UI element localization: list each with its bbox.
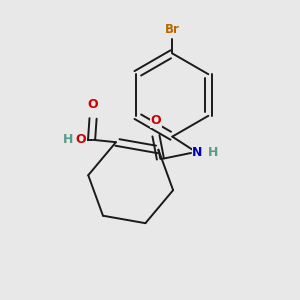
- Text: O: O: [151, 114, 161, 128]
- Text: O: O: [76, 133, 86, 146]
- Text: H: H: [63, 133, 74, 146]
- Text: Br: Br: [165, 22, 180, 36]
- Text: H: H: [208, 146, 218, 160]
- Text: N: N: [192, 146, 203, 160]
- Text: O: O: [88, 98, 98, 111]
